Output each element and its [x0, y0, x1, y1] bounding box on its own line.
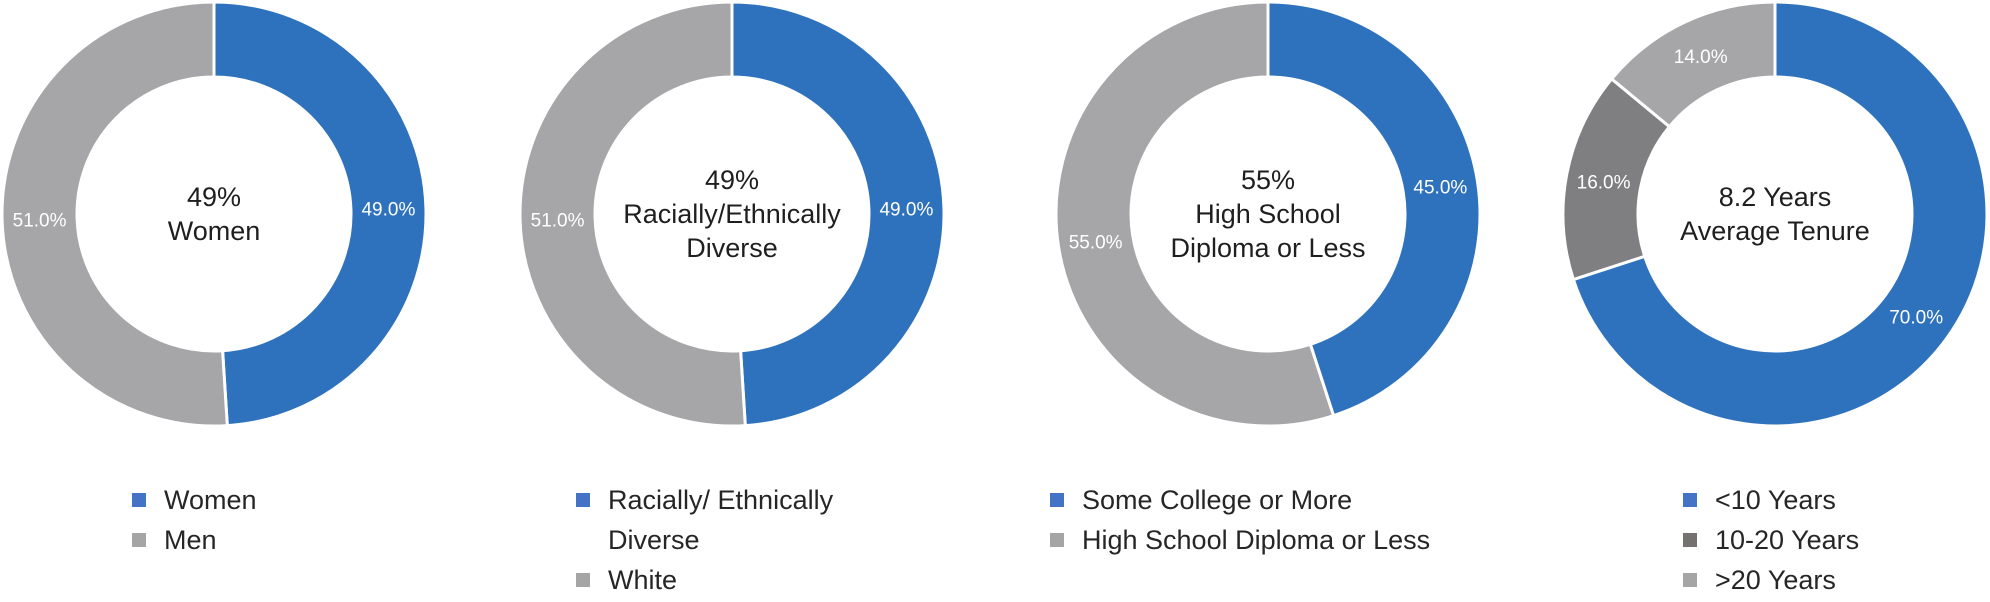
tenure-center-label: Average Tenure: [1680, 216, 1870, 246]
legend-swatch: [132, 493, 146, 507]
legend-item: <10 Years: [1683, 480, 1859, 520]
tenure-data-label-10-years: 70.0%: [1889, 308, 1943, 329]
legend-item: Women: [132, 480, 257, 520]
diversity-data-label-white: 51.0%: [531, 210, 585, 231]
legend-label: Racially/ Ethnically Diverse: [608, 485, 834, 555]
tenure-center-label: 8.2 Years: [1719, 182, 1832, 212]
gender-data-label-women: 49.0%: [361, 200, 415, 221]
legend-swatch: [576, 493, 590, 507]
education-center-label: High School: [1195, 199, 1341, 229]
legend-item: High School Diploma or Less: [1050, 520, 1430, 560]
education-slice-high-school-diploma-or-less: [1054, 0, 1336, 428]
tenure-data-label-10-20-years: 16.0%: [1577, 172, 1631, 193]
diversity-slice-racially-ethnically-diverse: [730, 0, 946, 428]
diversity-slice-white: [518, 0, 747, 428]
diversity-center-label: Diverse: [686, 233, 778, 263]
diversity-center-label: 49%: [705, 165, 759, 195]
legend-label: White: [608, 565, 678, 595]
gender-center-label: 49%: [187, 182, 241, 212]
gender-legend: Women Men: [132, 480, 257, 560]
gender-center-label: Women: [168, 216, 261, 246]
diversity-legend: Racially/ Ethnically Diverse White: [576, 480, 833, 600]
education-slice-some-college-or-more: [1266, 0, 1482, 418]
legend-item: >20 Years: [1683, 560, 1859, 600]
tenure-data-label-20-years: 14.0%: [1674, 47, 1728, 68]
education-center-label: 55%: [1241, 165, 1295, 195]
legend-swatch: [132, 533, 146, 547]
legend-label: Some College or More: [1082, 485, 1353, 515]
legend-item: Some College or More: [1050, 480, 1430, 520]
legend-item: White: [576, 560, 833, 600]
legend-label: High School Diploma or Less: [1082, 525, 1431, 555]
gender-data-label-men: 51.0%: [13, 210, 67, 231]
legend-swatch: [1683, 573, 1697, 587]
diversity-data-label-racially-ethnically-diverse: 49.0%: [879, 200, 933, 221]
diversity-center-label: Racially/Ethnically: [623, 199, 841, 229]
education-data-label-high-school-diploma-or-less: 55.0%: [1069, 232, 1123, 253]
legend-item: Racially/ Ethnically Diverse: [576, 480, 833, 560]
education-data-label-some-college-or-more: 45.0%: [1413, 178, 1467, 199]
gender-slice-men: [0, 0, 229, 428]
education-legend: Some College or More High School Diploma …: [1050, 480, 1430, 560]
legend-label: Men: [164, 525, 217, 555]
legend-label: Women: [164, 485, 257, 515]
legend-swatch: [576, 573, 590, 587]
legend-item: 10-20 Years: [1683, 520, 1859, 560]
tenure-legend: <10 Years 10-20 Years >20 Years: [1683, 480, 1859, 600]
legend-item: Men: [132, 520, 257, 560]
tenure-slice-20-years: [1609, 0, 1777, 129]
legend-label: 10-20 Years: [1715, 525, 1860, 555]
legend-swatch: [1050, 533, 1064, 547]
legend-swatch: [1683, 493, 1697, 507]
legend-label: <10 Years: [1715, 485, 1836, 515]
legend-swatch: [1050, 493, 1064, 507]
gender-slice-women: [212, 0, 428, 428]
education-center-label: Diploma or Less: [1170, 233, 1365, 263]
legend-label: >20 Years: [1715, 565, 1836, 595]
legend-swatch: [1683, 533, 1697, 547]
tenure-slice-10-years: [1571, 0, 1989, 428]
